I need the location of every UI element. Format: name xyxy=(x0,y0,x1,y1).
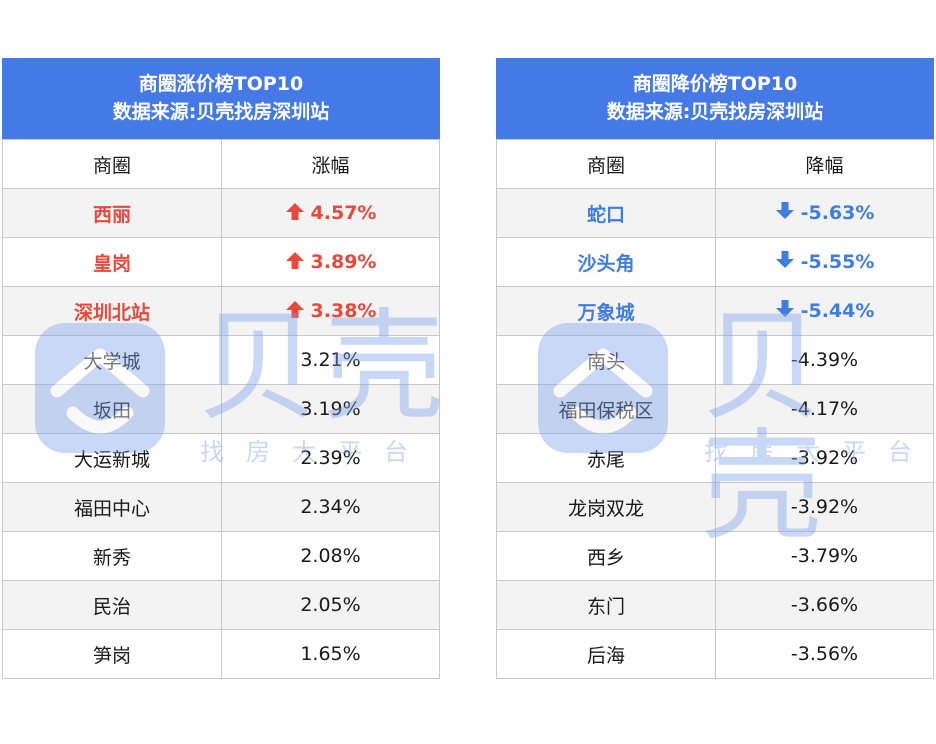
rise-value: 2.39% xyxy=(221,433,440,483)
rise-value: 4.57% xyxy=(310,201,377,224)
table-row: 万象城 -5.44% xyxy=(496,286,934,336)
fall-value: -3.79% xyxy=(715,531,934,581)
district-name: 南头 xyxy=(496,335,716,385)
rise-title-line1: 商圈涨价榜TOP10 xyxy=(138,73,304,95)
arrow-up-icon xyxy=(285,299,305,324)
district-name: 西丽 xyxy=(2,188,222,238)
fall-value: -4.39% xyxy=(715,335,934,385)
fall-value-cell: -5.55% xyxy=(715,237,934,287)
arrow-up-icon xyxy=(285,250,305,275)
arrow-down-icon xyxy=(775,299,795,324)
district-name: 深圳北站 xyxy=(2,286,222,336)
district-name: 沙头角 xyxy=(496,237,716,287)
district-name: 大学城 xyxy=(2,335,222,385)
table-row: 皇岗 3.89% xyxy=(2,237,440,287)
district-name: 民治 xyxy=(2,580,222,630)
column-header-district: 商圈 xyxy=(496,139,716,189)
district-name: 万象城 xyxy=(496,286,716,336)
rise-value: 2.08% xyxy=(221,531,440,581)
fall-value: -3.56% xyxy=(715,629,934,679)
table-row: 新秀 2.08% xyxy=(2,531,440,581)
table-row: 笋岗 1.65% xyxy=(2,629,440,679)
district-name: 蛇口 xyxy=(496,188,716,238)
district-name: 坂田 xyxy=(2,384,222,434)
rise-value: 3.19% xyxy=(221,384,440,434)
rise-value: 3.38% xyxy=(310,299,377,322)
rise-value: 3.89% xyxy=(310,250,377,273)
table-row: 南头 -4.39% xyxy=(496,335,934,385)
district-name: 福田保税区 xyxy=(496,384,716,434)
fall-title-line2: 数据来源:贝壳找房深圳站 xyxy=(606,101,824,123)
table-row: 赤尾 -3.92% xyxy=(496,433,934,483)
column-header-district: 商圈 xyxy=(2,139,222,189)
arrow-down-icon xyxy=(775,201,795,226)
table-row: 大学城 3.21% xyxy=(2,335,440,385)
rise-value-cell: 3.89% xyxy=(221,237,440,287)
district-name: 赤尾 xyxy=(496,433,716,483)
district-name: 西乡 xyxy=(496,531,716,581)
fall-value-cell: -5.63% xyxy=(715,188,934,238)
table-header-row: 商圈 降幅 xyxy=(496,139,934,189)
fall-value: -3.92% xyxy=(715,482,934,532)
rise-value-cell: 4.57% xyxy=(221,188,440,238)
arrow-up-icon xyxy=(285,201,305,226)
column-header-fall: 降幅 xyxy=(715,139,934,189)
rise-value: 1.65% xyxy=(221,629,440,679)
table-row: 福田保税区 -4.17% xyxy=(496,384,934,434)
table-row: 沙头角 -5.55% xyxy=(496,237,934,287)
rise-value: 2.34% xyxy=(221,482,440,532)
table-row: 深圳北站 3.38% xyxy=(2,286,440,336)
table-row: 坂田 3.19% xyxy=(2,384,440,434)
fall-value: -3.92% xyxy=(715,433,934,483)
table-row: 后海 -3.56% xyxy=(496,629,934,679)
district-name: 新秀 xyxy=(2,531,222,581)
district-name: 大运新城 xyxy=(2,433,222,483)
rise-ranking-table: 商圈涨价榜TOP10 数据来源:贝壳找房深圳站 商圈 涨幅 西丽 4.57% 皇… xyxy=(2,58,440,679)
arrow-down-icon xyxy=(775,250,795,275)
fall-value: -5.44% xyxy=(800,299,875,322)
table-row: 龙岗双龙 -3.92% xyxy=(496,482,934,532)
fall-title-line1: 商圈降价榜TOP10 xyxy=(632,73,798,95)
fall-ranking-table: 商圈降价榜TOP10 数据来源:贝壳找房深圳站 商圈 降幅 蛇口 -5.63% … xyxy=(496,58,934,679)
table-row: 东门 -3.66% xyxy=(496,580,934,630)
table-row: 蛇口 -5.63% xyxy=(496,188,934,238)
fall-value: -4.17% xyxy=(715,384,934,434)
rise-value: 3.21% xyxy=(221,335,440,385)
district-name: 后海 xyxy=(496,629,716,679)
table-row: 民治 2.05% xyxy=(2,580,440,630)
table-row: 西乡 -3.79% xyxy=(496,531,934,581)
rise-title-line2: 数据来源:贝壳找房深圳站 xyxy=(112,101,330,123)
fall-value-cell: -5.44% xyxy=(715,286,934,336)
fall-value: -5.63% xyxy=(800,201,875,224)
fall-value: -3.66% xyxy=(715,580,934,630)
fall-value: -5.55% xyxy=(800,250,875,273)
rise-value: 2.05% xyxy=(221,580,440,630)
table-row: 西丽 4.57% xyxy=(2,188,440,238)
rise-value-cell: 3.38% xyxy=(221,286,440,336)
table-header-row: 商圈 涨幅 xyxy=(2,139,440,189)
table-row: 大运新城 2.39% xyxy=(2,433,440,483)
district-name: 笋岗 xyxy=(2,629,222,679)
rise-table-title: 商圈涨价榜TOP10 数据来源:贝壳找房深圳站 xyxy=(2,58,440,139)
district-name: 福田中心 xyxy=(2,482,222,532)
column-header-rise: 涨幅 xyxy=(221,139,440,189)
fall-table-title: 商圈降价榜TOP10 数据来源:贝壳找房深圳站 xyxy=(496,58,934,139)
district-name: 龙岗双龙 xyxy=(496,482,716,532)
district-name: 皇岗 xyxy=(2,237,222,287)
district-name: 东门 xyxy=(496,580,716,630)
table-row: 福田中心 2.34% xyxy=(2,482,440,532)
